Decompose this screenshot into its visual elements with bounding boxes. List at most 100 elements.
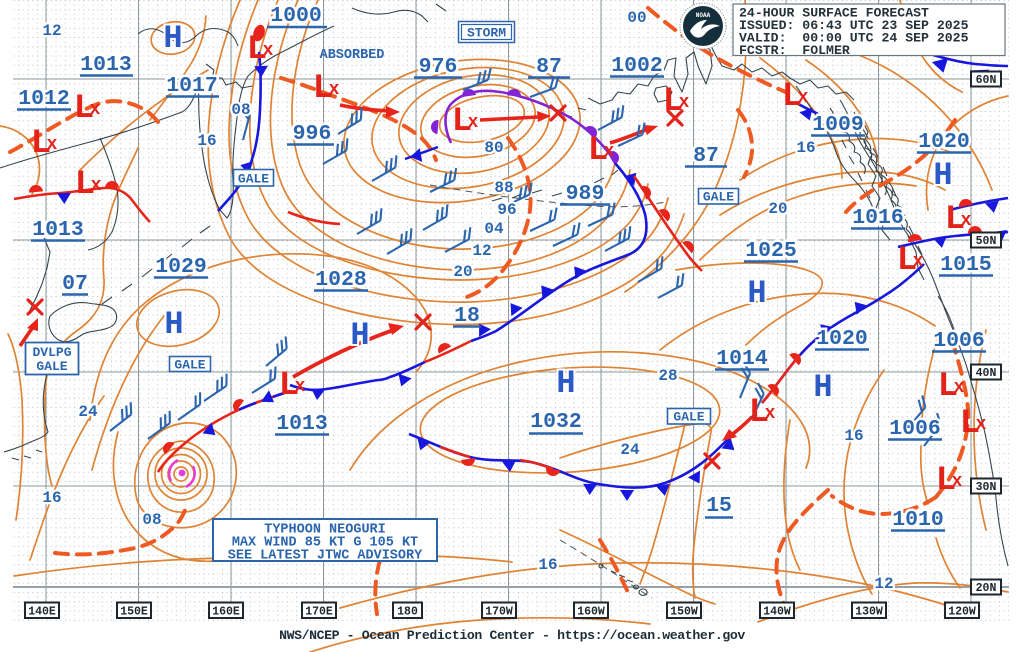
- svg-text:x: x: [961, 211, 972, 231]
- svg-text:180: 180: [397, 606, 418, 619]
- svg-text:30N: 30N: [976, 481, 997, 494]
- svg-text:GALE: GALE: [36, 359, 67, 374]
- svg-text:x: x: [295, 377, 306, 397]
- svg-text:1010: 1010: [892, 508, 944, 532]
- svg-text:x: x: [91, 176, 102, 196]
- svg-text:989: 989: [566, 182, 605, 206]
- svg-text:00: 00: [627, 9, 646, 27]
- svg-text:08: 08: [142, 511, 161, 529]
- svg-text:x: x: [913, 252, 924, 272]
- svg-text:x: x: [468, 113, 479, 133]
- svg-text:15: 15: [706, 494, 732, 518]
- svg-text:L: L: [588, 132, 608, 170]
- svg-text:20N: 20N: [976, 582, 997, 595]
- svg-text:x: x: [90, 100, 101, 120]
- svg-text:150W: 150W: [670, 606, 698, 619]
- svg-text:160E: 160E: [212, 606, 240, 619]
- svg-text:GALE: GALE: [703, 190, 734, 205]
- svg-text:996: 996: [293, 122, 332, 146]
- svg-text:16: 16: [42, 489, 61, 507]
- svg-text:1009: 1009: [812, 113, 864, 137]
- svg-text:87: 87: [536, 55, 562, 79]
- svg-text:L: L: [749, 394, 769, 432]
- svg-text:L: L: [960, 405, 980, 443]
- svg-text:GALE: GALE: [238, 172, 269, 187]
- svg-text:170E: 170E: [305, 606, 333, 619]
- svg-text:MAX WIND 85 KT G 105 KT: MAX WIND 85 KT G 105 KT: [232, 536, 418, 551]
- svg-text:NWS/NCEP - Ocean Prediction Ce: NWS/NCEP - Ocean Prediction Center - htt…: [279, 628, 745, 643]
- svg-text:16: 16: [796, 139, 815, 157]
- svg-text:28: 28: [658, 367, 677, 385]
- svg-text:160W: 160W: [577, 606, 605, 619]
- svg-text:H: H: [163, 20, 182, 57]
- svg-text:40N: 40N: [976, 367, 997, 380]
- svg-text:1029: 1029: [155, 255, 207, 279]
- svg-text:L: L: [247, 31, 267, 69]
- svg-text:DVLPG: DVLPG: [32, 345, 71, 360]
- svg-text:x: x: [952, 472, 963, 492]
- svg-text:24-HOUR SURFACE FORECAST: 24-HOUR SURFACE FORECAST: [739, 6, 929, 21]
- svg-text:1002: 1002: [611, 54, 663, 78]
- svg-text:H: H: [164, 306, 183, 343]
- svg-text:1006: 1006: [933, 329, 985, 353]
- svg-text:24: 24: [78, 403, 98, 421]
- svg-text:16: 16: [197, 132, 216, 150]
- svg-text:x: x: [679, 93, 690, 113]
- svg-text:976: 976: [419, 55, 458, 79]
- svg-text:H: H: [933, 157, 952, 194]
- svg-text:x: x: [798, 88, 809, 108]
- svg-text:24: 24: [620, 441, 640, 459]
- svg-text:12: 12: [472, 242, 491, 260]
- svg-text:130W: 130W: [855, 606, 883, 619]
- svg-text:x: x: [263, 41, 274, 61]
- svg-text:L: L: [452, 103, 472, 141]
- svg-text:L: L: [938, 368, 958, 406]
- svg-text:1015: 1015: [940, 253, 992, 277]
- svg-text:20: 20: [768, 200, 787, 218]
- svg-text:1017: 1017: [166, 74, 218, 98]
- svg-text:16: 16: [538, 556, 557, 574]
- svg-text:x: x: [954, 378, 965, 398]
- svg-text:x: x: [329, 80, 340, 100]
- svg-text:16: 16: [844, 427, 863, 445]
- svg-text:1006: 1006: [889, 417, 941, 441]
- svg-text:1013: 1013: [276, 412, 328, 436]
- svg-text:87: 87: [693, 144, 719, 168]
- svg-text:x: x: [604, 142, 615, 162]
- svg-text:x: x: [765, 404, 776, 424]
- svg-text:08: 08: [231, 101, 250, 119]
- svg-text:H: H: [556, 365, 575, 402]
- svg-text:L: L: [936, 462, 956, 500]
- svg-text:1016: 1016: [852, 206, 904, 230]
- svg-text:TYPHOON NEOGURI: TYPHOON NEOGURI: [264, 523, 386, 538]
- svg-text:x: x: [976, 415, 987, 435]
- svg-text:ABSORBED: ABSORBED: [320, 48, 385, 63]
- svg-text:1025: 1025: [745, 239, 797, 263]
- svg-text:150E: 150E: [120, 606, 148, 619]
- svg-text:18: 18: [454, 304, 480, 328]
- svg-text:88: 88: [494, 179, 513, 197]
- svg-text:1032: 1032: [530, 410, 582, 434]
- svg-text:1012: 1012: [18, 87, 70, 111]
- svg-text:VALID: 00:00 UTC 24 SEP 2025: VALID: 00:00 UTC 24 SEP 2025: [739, 31, 969, 46]
- svg-text:20: 20: [453, 263, 472, 281]
- svg-text:NOAA: NOAA: [696, 12, 711, 19]
- svg-text:1014: 1014: [716, 347, 768, 371]
- svg-text:GALE: GALE: [174, 358, 205, 373]
- svg-text:L: L: [31, 125, 51, 163]
- svg-text:L: L: [782, 78, 802, 116]
- svg-text:STORM: STORM: [467, 26, 506, 41]
- svg-text:H: H: [747, 275, 766, 312]
- svg-text:96: 96: [497, 201, 516, 219]
- svg-text:50N: 50N: [976, 235, 997, 248]
- svg-text:140E: 140E: [28, 606, 56, 619]
- svg-text:x: x: [47, 135, 58, 155]
- svg-text:L: L: [75, 166, 95, 204]
- svg-text:1000: 1000: [270, 4, 322, 28]
- svg-text:07: 07: [62, 272, 88, 296]
- svg-text:L: L: [74, 90, 94, 128]
- svg-text:GALE: GALE: [673, 410, 704, 425]
- svg-text:L: L: [897, 242, 917, 280]
- svg-text:ISSUED: 06:43 UTC 23 SEP 2025: ISSUED: 06:43 UTC 23 SEP 2025: [739, 18, 969, 33]
- svg-text:SEE LATEST JTWC ADVISORY: SEE LATEST JTWC ADVISORY: [228, 549, 423, 564]
